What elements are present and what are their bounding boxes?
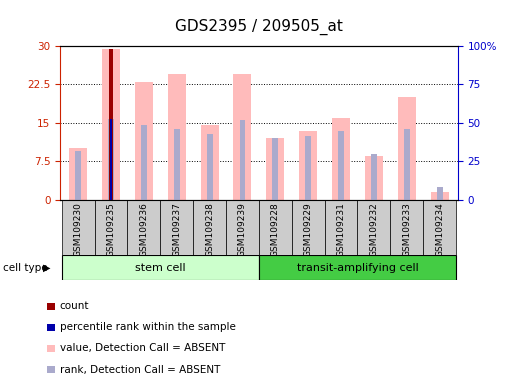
Bar (437, 187, 442, 200)
Text: GSM109238: GSM109238 (205, 202, 214, 257)
Bar (141, 126, 147, 200)
Text: GSM109230: GSM109230 (74, 202, 83, 257)
Bar (109, 49, 112, 200)
Bar (390, 200, 423, 255)
Bar (75, 151, 81, 200)
Bar (161, 200, 193, 255)
Bar (135, 82, 153, 200)
Bar (397, 97, 416, 200)
Bar (110, 119, 112, 200)
Text: GSM109229: GSM109229 (304, 202, 313, 257)
Bar (338, 131, 344, 200)
Text: GSM109233: GSM109233 (402, 202, 411, 257)
Bar (430, 192, 449, 200)
Text: count: count (60, 301, 89, 311)
Bar (62, 255, 259, 280)
Bar (259, 200, 292, 255)
Text: cell type: cell type (3, 263, 47, 273)
Bar (174, 129, 180, 200)
Bar (272, 138, 278, 200)
Bar (299, 131, 317, 200)
Bar (259, 255, 456, 280)
Bar (69, 149, 87, 200)
Text: percentile rank within the sample: percentile rank within the sample (60, 322, 236, 333)
Bar (193, 200, 226, 255)
Text: GSM109228: GSM109228 (271, 202, 280, 257)
Text: GSM109236: GSM109236 (140, 202, 149, 257)
Bar (357, 200, 390, 255)
Bar (207, 134, 212, 200)
Text: GDS2395 / 209505_at: GDS2395 / 209505_at (175, 18, 343, 35)
Text: stem cell: stem cell (135, 263, 186, 273)
Bar (108, 119, 114, 200)
Text: GSM109235: GSM109235 (107, 202, 116, 257)
Bar (423, 200, 456, 255)
Bar (404, 129, 410, 200)
Bar (240, 120, 245, 200)
Text: value, Detection Call = ABSENT: value, Detection Call = ABSENT (60, 343, 225, 354)
Text: ▶: ▶ (43, 263, 51, 273)
Bar (168, 74, 186, 200)
Bar (305, 136, 311, 200)
Bar (62, 200, 95, 255)
Text: GSM109234: GSM109234 (435, 202, 444, 257)
Bar (332, 118, 350, 200)
Bar (128, 200, 161, 255)
Bar (365, 156, 383, 200)
Bar (201, 126, 219, 200)
Text: GSM109239: GSM109239 (238, 202, 247, 257)
Bar (292, 200, 325, 255)
Bar (102, 49, 120, 200)
Text: GSM109231: GSM109231 (336, 202, 346, 257)
Bar (95, 200, 128, 255)
Bar (325, 200, 357, 255)
Bar (371, 154, 377, 200)
Bar (233, 74, 252, 200)
Text: GSM109232: GSM109232 (369, 202, 378, 257)
Bar (226, 200, 259, 255)
Text: GSM109237: GSM109237 (172, 202, 181, 257)
Text: rank, Detection Call = ABSENT: rank, Detection Call = ABSENT (60, 364, 220, 375)
Text: transit-amplifying cell: transit-amplifying cell (297, 263, 418, 273)
Bar (266, 138, 285, 200)
